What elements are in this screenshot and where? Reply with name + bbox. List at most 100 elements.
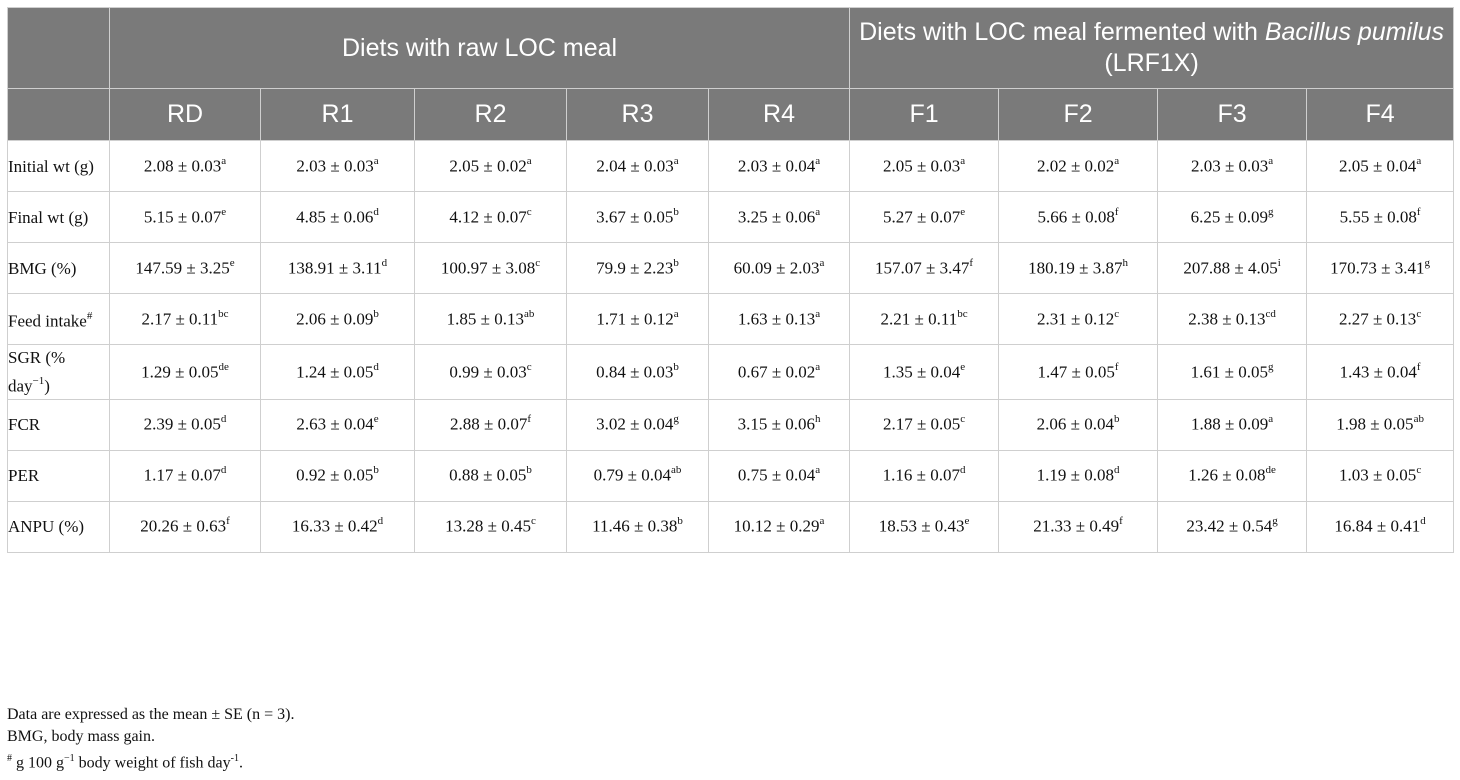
note-sup-1: −1 xyxy=(64,753,75,764)
cell-value: 79.9 ± 2.23 xyxy=(596,258,674,278)
table-cell: 20.26 ± 0.63f xyxy=(109,500,261,553)
raw-diets-group-header: Diets with raw LOC meal xyxy=(108,7,851,89)
cell-significance-letter: f xyxy=(969,256,974,269)
table-cell: 1.47 ± 0.05f xyxy=(998,344,1159,400)
fermented-header-species: Bacillus pumilus xyxy=(1264,18,1445,46)
cell-significance-letter: c xyxy=(526,360,532,373)
row-label-text: Initial wt (g) xyxy=(8,156,94,176)
column-header-f3: F3 xyxy=(1157,88,1308,141)
cell-value: 2.88 ± 0.07 xyxy=(449,414,528,434)
table-cell: 1.63 ± 0.13a xyxy=(707,293,851,345)
cell-value: 1.35 ± 0.04 xyxy=(882,362,961,382)
cell-value: 138.91 ± 3.11 xyxy=(287,258,382,278)
table-cell: 0.84 ± 0.03b xyxy=(566,344,709,400)
row-label-header xyxy=(7,88,110,141)
cell-significance-letter: g xyxy=(1267,205,1274,218)
cell-value: 23.42 ± 0.54 xyxy=(1186,516,1273,536)
cell-value: 180.19 ± 3.87 xyxy=(1028,258,1123,278)
row-label-text: PER xyxy=(8,466,40,486)
cell-value: 5.66 ± 0.08 xyxy=(1037,207,1115,227)
fermented-header-suffix: (LRF1X) xyxy=(1104,49,1199,77)
cell-value: 2.02 ± 0.02 xyxy=(1036,156,1115,176)
cell-value: 1.71 ± 0.12 xyxy=(596,309,674,329)
table-cell: 180.19 ± 3.87h xyxy=(998,242,1159,294)
table-cell: 2.88 ± 0.07f xyxy=(414,398,567,451)
cell-value: 207.88 ± 4.05 xyxy=(1183,258,1278,278)
table-cell: 2.38 ± 0.13cd xyxy=(1157,293,1308,345)
cell-significance-letter: f xyxy=(1416,360,1421,373)
table-row: PER 1.17 ± 0.07d 0.92 ± 0.05b 0.88 ± 0.05b 0… xyxy=(7,449,1455,502)
table-cell: 1.85 ± 0.13ab xyxy=(414,293,567,345)
cell-significance-letter: b xyxy=(373,307,379,320)
row-label: FCR xyxy=(7,398,110,451)
cell-value: 0.99 ± 0.03 xyxy=(449,362,527,382)
table-cell: 157.07 ± 3.47f xyxy=(849,242,1000,294)
cell-value: 1.88 ± 0.09 xyxy=(1190,414,1269,434)
table-cell: 2.27 ± 0.13c xyxy=(1306,293,1455,345)
cell-significance-letter: d xyxy=(220,413,227,426)
cell-value: 0.67 ± 0.02 xyxy=(737,362,816,382)
cell-significance-letter: a xyxy=(1268,413,1274,426)
table-cell: 1.16 ± 0.07d xyxy=(849,449,1000,502)
table-cell: 1.29 ± 0.05de xyxy=(109,344,261,400)
table-cell: 1.24 ± 0.05d xyxy=(260,344,415,400)
cell-value: 1.26 ± 0.08 xyxy=(1188,465,1266,485)
cell-value: 13.28 ± 0.45 xyxy=(445,516,531,536)
fermented-header-prefix: Diets with LOC meal fermented with xyxy=(859,18,1265,46)
table-cell: 0.99 ± 0.03c xyxy=(414,344,567,400)
cell-value: 60.09 ± 2.03 xyxy=(733,258,820,278)
column-header-r2: R2 xyxy=(414,88,567,141)
row-label: ANPU (%) xyxy=(7,500,110,553)
row-label: Initial wt (g) xyxy=(7,140,110,192)
cell-value: 1.61 ± 0.05 xyxy=(1190,362,1268,382)
row-label-text: BMG (%) xyxy=(8,258,77,278)
cell-value: 2.05 ± 0.02 xyxy=(449,156,527,176)
cell-value: 3.25 ± 0.06 xyxy=(737,207,816,227)
table-row: Feed intake# 2.17 ± 0.11bc 2.06 ± 0.09b 1.8… xyxy=(7,293,1455,345)
cell-value: 2.39 ± 0.05 xyxy=(143,414,221,434)
row-label-suffix: ) xyxy=(44,376,50,396)
row-label-text: Final wt (g) xyxy=(8,207,89,227)
table-cell: 1.98 ± 0.05ab xyxy=(1306,398,1455,451)
cell-significance-letter: c xyxy=(960,413,966,426)
cell-significance-letter: d xyxy=(1113,464,1120,477)
cell-significance-letter: ab xyxy=(670,464,682,477)
cell-value: 2.63 ± 0.04 xyxy=(296,414,374,434)
table-cell: 0.88 ± 0.05b xyxy=(414,449,567,502)
cell-significance-letter: a xyxy=(1416,154,1422,167)
column-header-f4: F4 xyxy=(1306,88,1455,141)
cell-significance-letter: b xyxy=(673,205,679,218)
table-cell: 0.75 ± 0.04a xyxy=(707,449,851,502)
table-cell: 2.17 ± 0.11bc xyxy=(109,293,261,345)
table-cell: 1.26 ± 0.08de xyxy=(1157,449,1308,502)
cell-value: 2.06 ± 0.04 xyxy=(1036,414,1114,434)
table-cell: 3.25 ± 0.06a xyxy=(707,191,851,243)
table-cell: 16.33 ± 0.42d xyxy=(260,500,415,553)
cell-value: 5.27 ± 0.07 xyxy=(882,207,961,227)
table-cell: 2.05 ± 0.03a xyxy=(849,140,1000,192)
cell-value: 1.17 ± 0.07 xyxy=(143,465,221,485)
cell-significance-letter: a xyxy=(960,154,966,167)
cell-value: 2.31 ± 0.12 xyxy=(1036,309,1115,329)
row-label-sup: # xyxy=(86,309,93,322)
note-bmg: BMG, body mass gain. xyxy=(7,728,155,745)
table-cell: 2.31 ± 0.12c xyxy=(998,293,1159,345)
cell-significance-letter: a xyxy=(1114,154,1120,167)
row-label-text: ANPU (%) xyxy=(8,517,85,537)
table-cell: 1.43 ± 0.04f xyxy=(1306,344,1455,400)
cell-value: 2.05 ± 0.04 xyxy=(1338,156,1417,176)
cell-value: 0.75 ± 0.04 xyxy=(737,465,816,485)
cell-value: 10.12 ± 0.29 xyxy=(733,516,820,536)
cell-significance-letter: e xyxy=(964,515,970,528)
cell-value: 0.92 ± 0.05 xyxy=(296,465,374,485)
table-cell: 207.88 ± 4.05i xyxy=(1157,242,1308,294)
note-mean-se: Data are expressed as the mean ± SE (n =… xyxy=(7,706,295,723)
table-cell: 1.19 ± 0.08d xyxy=(998,449,1159,502)
cell-value: 100.97 ± 3.08 xyxy=(440,258,536,278)
table-cell: 1.17 ± 0.07d xyxy=(109,449,261,502)
table-cell: 2.21 ± 0.11bc xyxy=(849,293,1000,345)
table-cell: 5.15 ± 0.07e xyxy=(109,191,261,243)
table-cell: 21.33 ± 0.49f xyxy=(998,500,1159,553)
row-label: BMG (%) xyxy=(7,242,110,294)
table-cell: 3.67 ± 0.05b xyxy=(566,191,709,243)
